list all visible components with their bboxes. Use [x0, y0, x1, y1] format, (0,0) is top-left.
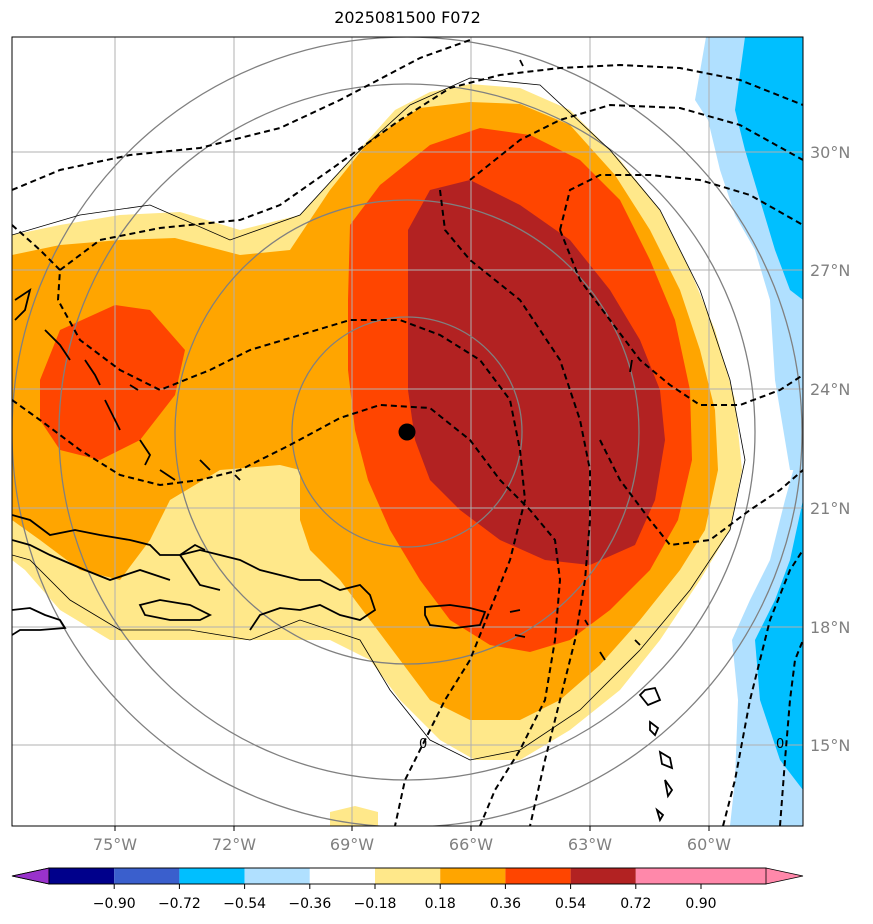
- colorbar-extend-high: [701, 868, 803, 884]
- storm-center-dot: [398, 423, 416, 441]
- lat-label: 24°N: [810, 380, 850, 399]
- longitude-labels: 75°W 72°W 69°W 66°W 63°W 60°W: [93, 835, 731, 854]
- lon-label: 69°W: [330, 835, 374, 854]
- hispaniola-coast: [179, 549, 377, 631]
- lat-label: 30°N: [810, 143, 850, 162]
- colorbar-segment: [440, 868, 506, 884]
- colorbar-labels: −0.90 −0.72 −0.54 −0.36 −0.18 0.18 0.36 …: [93, 896, 717, 912]
- colorbar-ticks: [113, 884, 702, 889]
- region-outline: [12, 77, 746, 761]
- colorbar-segment: [570, 868, 636, 884]
- colorbar-tick-label: −0.18: [354, 896, 397, 912]
- pos-fill-redorange-west: [40, 305, 185, 460]
- dashed-contour-4: [12, 399, 562, 826]
- latitude-labels: 15°N 18°N 21°N 24°N 27°N 30°N: [810, 143, 850, 755]
- lesser-antilles-coast: [509, 59, 674, 823]
- lon-label: 75°W: [93, 835, 137, 854]
- colorbar-outline: [11, 867, 804, 885]
- colorbar-tick-label: 0.18: [425, 896, 456, 912]
- colorbar-tick-label: −0.54: [223, 896, 266, 912]
- cuba-coast: [12, 514, 206, 581]
- colorbar: [11, 867, 804, 885]
- neg-fill-mid-lower: [755, 500, 803, 790]
- dashed-contour-11: [779, 639, 803, 826]
- bermuda-coast: [629, 359, 633, 373]
- colorbar-tick-label: 0.90: [685, 896, 716, 912]
- colorbar-tick-label: 0.36: [490, 896, 521, 912]
- colorbar-tick-label: 0.54: [555, 896, 586, 912]
- lat-label: 21°N: [810, 499, 850, 518]
- colorbar-tick-label: 0.72: [620, 896, 651, 912]
- colorbar-segment: [179, 868, 245, 884]
- dashed-contour-6: [469, 103, 803, 181]
- lat-label: 18°N: [810, 618, 850, 637]
- bahamas-coast: [14, 287, 241, 481]
- colorbar-segment: [49, 868, 115, 884]
- dashed-contour-2: [59, 63, 803, 271]
- colorbar-extend-low: [11, 867, 50, 885]
- dashed-contour-5: [439, 189, 591, 826]
- colorbar-segment: [309, 868, 375, 884]
- axis-ticks: [114, 826, 710, 831]
- range-rings: [12, 37, 803, 826]
- colorbar-tick-label: −0.72: [158, 896, 201, 912]
- colorbar-segment: [375, 868, 441, 884]
- neg-fill-mid-upper: [735, 37, 803, 300]
- lat-label: 15°N: [810, 736, 850, 755]
- pos-fill-darkred: [408, 180, 665, 565]
- lon-label: 60°W: [687, 835, 731, 854]
- lon-label: 72°W: [212, 835, 256, 854]
- south-coast: [12, 607, 67, 636]
- jamaica-coast: [138, 599, 213, 621]
- colorbar-segment: [244, 868, 310, 884]
- dashed-contours: [12, 39, 803, 826]
- dashed-contour-3: [12, 224, 527, 826]
- colorbar-segment: [505, 868, 571, 884]
- puerto-rico-coast: [424, 604, 487, 629]
- pos-fill-yellow-small: [330, 806, 378, 826]
- contour-label-left: 0: [419, 737, 427, 752]
- map-frame: [11, 36, 804, 827]
- colorbar-tick-label: −0.90: [93, 896, 136, 912]
- map-title: 2025081500 F072: [334, 8, 481, 27]
- dashed-contour-8: [559, 229, 803, 406]
- colorbar-segment: [635, 868, 701, 884]
- dashed-contour-10: [722, 549, 803, 826]
- filled-contours: [12, 37, 803, 826]
- contour-label-right: 0: [776, 737, 784, 752]
- graticule: [12, 37, 803, 826]
- dashed-contour-7: [559, 174, 803, 231]
- lat-label: 27°N: [810, 261, 850, 280]
- lon-label: 66°W: [449, 835, 493, 854]
- lon-label: 63°W: [568, 835, 612, 854]
- coastlines: [12, 59, 674, 823]
- colorbar-segment: [114, 868, 180, 884]
- dashed-contour-1: [12, 39, 471, 191]
- dashed-contour-9: [599, 439, 803, 547]
- colorbar-tick-label: −0.36: [288, 896, 331, 912]
